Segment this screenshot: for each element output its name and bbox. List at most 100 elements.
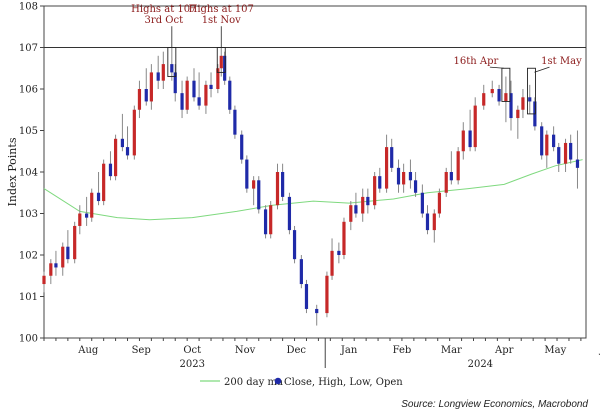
candle	[233, 105, 237, 139]
x-tick-label: Feb	[393, 345, 412, 356]
annotation-label: 1st May	[541, 56, 582, 67]
highlight-box	[527, 67, 536, 115]
candle	[192, 68, 196, 102]
candle	[209, 72, 213, 98]
candle-body-down	[354, 205, 358, 214]
candle-body-down	[378, 176, 382, 189]
candle-body-down	[292, 230, 297, 260]
candle-body-down	[173, 72, 177, 94]
candle	[575, 130, 580, 189]
candle-body-up	[49, 263, 53, 276]
candle	[219, 47, 223, 77]
candle-body-up	[137, 89, 142, 110]
candle	[54, 250, 58, 276]
candle	[228, 76, 232, 114]
candle-body-up	[373, 176, 377, 206]
candle	[287, 192, 292, 235]
year-label: 2024	[468, 359, 493, 370]
candle	[315, 304, 319, 326]
candle	[180, 80, 184, 119]
candle-body-down	[557, 147, 561, 164]
candle-body-down	[575, 159, 580, 168]
annotation-label: 16th Apr	[454, 56, 499, 67]
legend: 200 day ma Close, High, Low, Open	[200, 377, 403, 388]
candle-body-up	[545, 134, 549, 156]
candle-body-up	[102, 163, 106, 202]
candle	[78, 205, 82, 235]
candle-body-down	[245, 159, 249, 189]
candle-body-down	[396, 167, 401, 185]
y-axis: 100 101 102 103 104 105 106 107 108	[19, 2, 44, 345]
candle	[390, 138, 394, 172]
candle	[521, 89, 525, 119]
annotation-leader	[534, 66, 550, 73]
candle-body-up	[78, 213, 82, 226]
candle	[204, 80, 208, 114]
candle-body-down	[497, 89, 501, 102]
candle	[304, 279, 309, 314]
candle	[473, 97, 477, 152]
candle	[456, 147, 460, 185]
candle	[216, 64, 220, 94]
candle-body-up	[456, 151, 460, 181]
candle-body-down	[192, 80, 196, 98]
y-tick-label: 105	[19, 126, 38, 137]
candle-body-up	[61, 246, 65, 268]
plot-frame	[43, 5, 587, 339]
candle-body-down	[180, 93, 184, 110]
candle-body-up	[461, 130, 465, 152]
candle-body-down	[233, 109, 237, 135]
candle-body-down	[552, 134, 556, 148]
x-tick-label: Dec	[286, 345, 306, 356]
y-axis-label: Index Points	[6, 137, 19, 206]
candle	[349, 201, 353, 231]
candle	[299, 255, 303, 289]
y-tick-label: 101	[19, 292, 38, 303]
candle	[461, 122, 465, 160]
candle	[402, 163, 406, 193]
candle	[96, 172, 101, 206]
y-tick-label: 102	[19, 251, 38, 262]
candle-body-down	[263, 209, 268, 235]
candle	[342, 217, 346, 260]
candle	[170, 47, 174, 81]
candle-body-up	[504, 93, 508, 102]
candle	[240, 130, 244, 164]
candle-body-up	[132, 109, 136, 156]
x-tick-label: May	[544, 345, 566, 356]
candle-body-down	[96, 192, 101, 202]
candle-body-up	[342, 221, 346, 255]
candle	[504, 76, 508, 123]
candle	[528, 84, 532, 114]
candle-body-down	[337, 250, 341, 255]
candle	[444, 167, 448, 197]
candle-body-up	[204, 84, 208, 106]
candle-body-down	[125, 147, 130, 156]
candle-body-up	[149, 72, 153, 102]
candle-body-down	[85, 213, 89, 218]
candle	[185, 76, 189, 114]
x-tick-label: Apr	[494, 345, 514, 356]
candle	[509, 80, 513, 131]
candle	[245, 155, 249, 193]
candle	[120, 113, 125, 152]
candle	[252, 176, 256, 206]
candle-body-up	[490, 89, 494, 94]
y-tick-label: 104	[19, 168, 38, 179]
candle-body-down	[425, 213, 430, 231]
y-tick-label: 106	[19, 85, 38, 96]
year-label: 2023	[180, 359, 205, 370]
candle	[257, 176, 261, 214]
candle	[354, 192, 358, 218]
candle-body-down	[54, 263, 58, 268]
candle	[490, 80, 494, 98]
candle-body-down	[468, 130, 472, 148]
candles-layer	[42, 47, 580, 326]
candle-body-up	[252, 180, 256, 189]
candle	[173, 64, 177, 102]
candle	[73, 221, 77, 264]
candle-body-down	[509, 93, 513, 119]
